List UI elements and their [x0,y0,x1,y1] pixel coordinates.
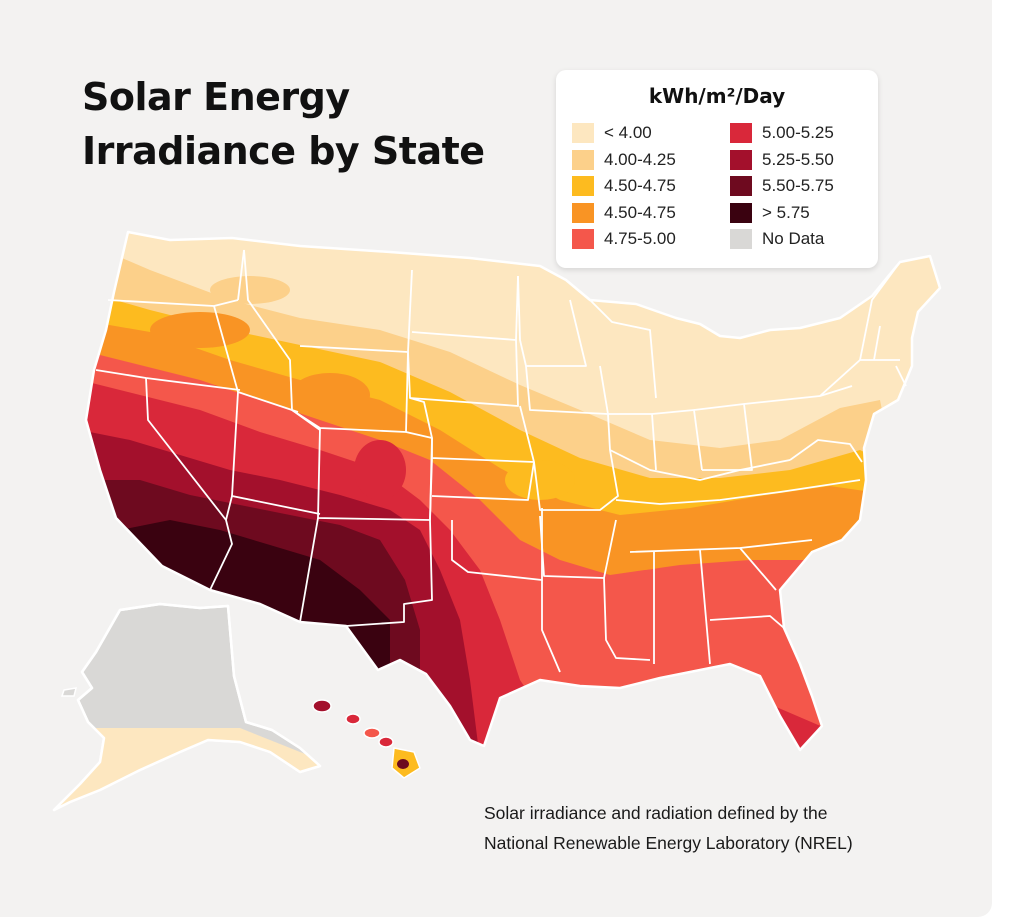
title-line-2: Irradiance by State [82,129,485,173]
source-caption: Solar irradiance and radiation defined b… [484,798,853,858]
caption-line-2: National Renewable Energy Laboratory (NR… [484,833,853,853]
legend-item: 4.50-4.75 [572,200,676,227]
legend-swatch [572,123,594,144]
legend-item: 4.75-5.00 [572,226,676,253]
legend-label: 4.75-5.00 [604,229,676,249]
legend-column-1: < 4.00 4.00-4.25 4.50-4.75 4.50-4.75 4.7… [572,120,676,253]
legend-label: < 4.00 [604,123,652,143]
legend-item: No Data [730,226,834,253]
legend-label: 5.50-5.75 [762,176,834,196]
legend-label: 4.00-4.25 [604,149,676,169]
legend-item: 5.50-5.75 [730,173,834,200]
legend-label: > 5.75 [762,202,810,222]
legend-item: 5.00-5.25 [730,120,834,147]
state-borders [95,249,907,673]
legend-item: > 5.75 [730,200,834,227]
title-line-1: Solar Energy [82,75,350,119]
legend-swatch [572,202,594,223]
legend-swatch [730,202,752,223]
legend-swatch [730,229,752,250]
alaska [52,602,322,812]
legend-label: 4.50-4.75 [604,176,676,196]
hawaii [312,699,421,779]
legend-swatch [730,176,752,197]
legend-swatch [572,229,594,250]
legend-column-2: 5.00-5.25 5.25-5.50 5.50-5.75 > 5.75 No … [730,120,834,253]
legend-item: 4.00-4.25 [572,147,676,174]
us-irradiance-map [52,230,942,812]
legend-label: 4.50-4.75 [604,202,676,222]
legend-label: 5.25-5.50 [762,149,834,169]
legend-label: No Data [762,229,825,249]
legend-title: kWh/m²/Day [648,84,786,108]
legend-item: 5.25-5.50 [730,147,834,174]
conus-outline [84,230,942,752]
legend-item: 4.50-4.75 [572,173,676,200]
page-title: Solar Energy Irradiance by State [82,70,485,178]
legend-swatch [572,149,594,170]
legend-label: 5.00-5.25 [762,123,834,143]
legend: kWh/m²/Day < 4.00 4.00-4.25 4.50-4.75 4.… [556,70,878,268]
legend-swatch [730,123,752,144]
legend-swatch [572,176,594,197]
caption-line-1: Solar irradiance and radiation defined b… [484,803,828,823]
legend-swatch [730,149,752,170]
legend-item: < 4.00 [572,120,676,147]
infographic-card: Solar Energy Irradiance by State kWh/m²/… [0,0,992,917]
